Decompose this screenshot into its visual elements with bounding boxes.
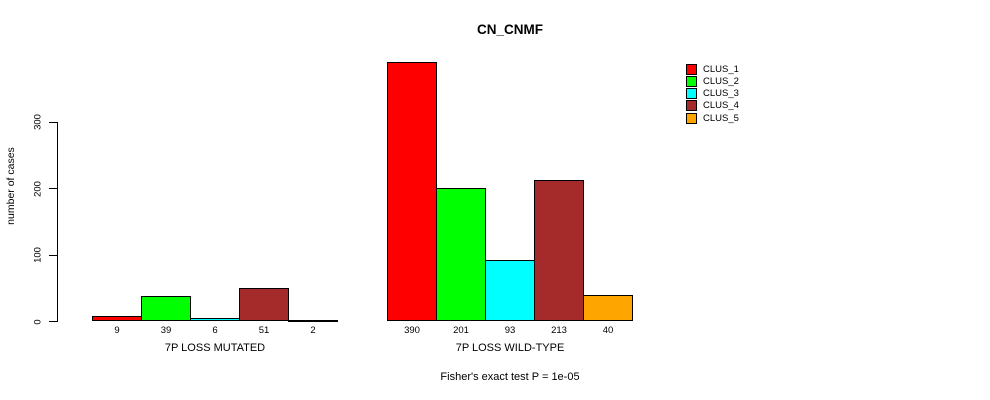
- bar-clus_5-mutated: [288, 319, 338, 322]
- y-tick-mark: [49, 188, 57, 189]
- bar-value-label: 40: [602, 325, 614, 336]
- bar-clus_3-mutated: [190, 317, 240, 322]
- group-label-wild-type: 7P LOSS WILD-TYPE: [455, 342, 565, 354]
- bar-value-label: 6: [212, 325, 218, 336]
- legend-item-clus_4: CLUS_4: [686, 100, 739, 112]
- y-axis-line: [57, 121, 58, 322]
- legend-swatch: [686, 100, 697, 112]
- legend-swatch: [686, 63, 697, 75]
- bar-value-label: 51: [258, 325, 270, 336]
- bar-value-label: 39: [160, 325, 172, 336]
- bar-clus_4-mutated: [239, 287, 289, 322]
- bar-clus_5-wild-type: [583, 294, 633, 322]
- group-label-mutated: 7P LOSS MUTATED: [164, 342, 266, 354]
- bar-clus_4-wild-type: [534, 179, 584, 322]
- legend-label: CLUS_5: [703, 112, 739, 124]
- fisher-test-caption: Fisher's exact test P = 1e-05: [440, 371, 580, 383]
- y-tick-mark: [49, 254, 57, 256]
- chart-title: CN_CNMF: [477, 22, 543, 37]
- y-tick-mark: [49, 121, 57, 123]
- legend-swatch: [686, 112, 697, 124]
- bar-value-label: 93: [504, 325, 516, 336]
- legend-item-clus_2: CLUS_2: [686, 75, 739, 87]
- y-tick-mark: [49, 321, 57, 322]
- bar-value-label: 201: [453, 325, 469, 336]
- legend-label: CLUS_1: [703, 63, 739, 75]
- bar-value-label: 2: [310, 325, 316, 336]
- y-tick-label: 100: [32, 247, 44, 263]
- legend-item-clus_3: CLUS_3: [686, 88, 739, 100]
- legend-swatch: [686, 88, 697, 100]
- y-axis-label: number of cases: [5, 147, 17, 225]
- bar-value-label: 390: [404, 325, 420, 336]
- bar-clus_2-wild-type: [436, 187, 486, 322]
- bar-value-label: 213: [551, 325, 567, 336]
- y-tick-label: 300: [32, 114, 44, 130]
- bar-clus_1-mutated: [92, 315, 142, 322]
- legend-item-clus_5: CLUS_5: [686, 112, 739, 124]
- legend-label: CLUS_4: [703, 100, 739, 112]
- bar-value-label: 9: [114, 325, 120, 336]
- legend-label: CLUS_3: [703, 88, 739, 100]
- bar-clus_2-mutated: [141, 295, 191, 322]
- y-tick-label: 0: [32, 318, 44, 325]
- legend-label: CLUS_2: [703, 75, 739, 87]
- bar-clus_1-wild-type: [387, 62, 437, 322]
- bar-clus_3-wild-type: [485, 259, 535, 322]
- legend-item-clus_1: CLUS_1: [686, 63, 739, 75]
- legend-swatch: [686, 75, 697, 87]
- y-tick-label: 200: [32, 180, 44, 197]
